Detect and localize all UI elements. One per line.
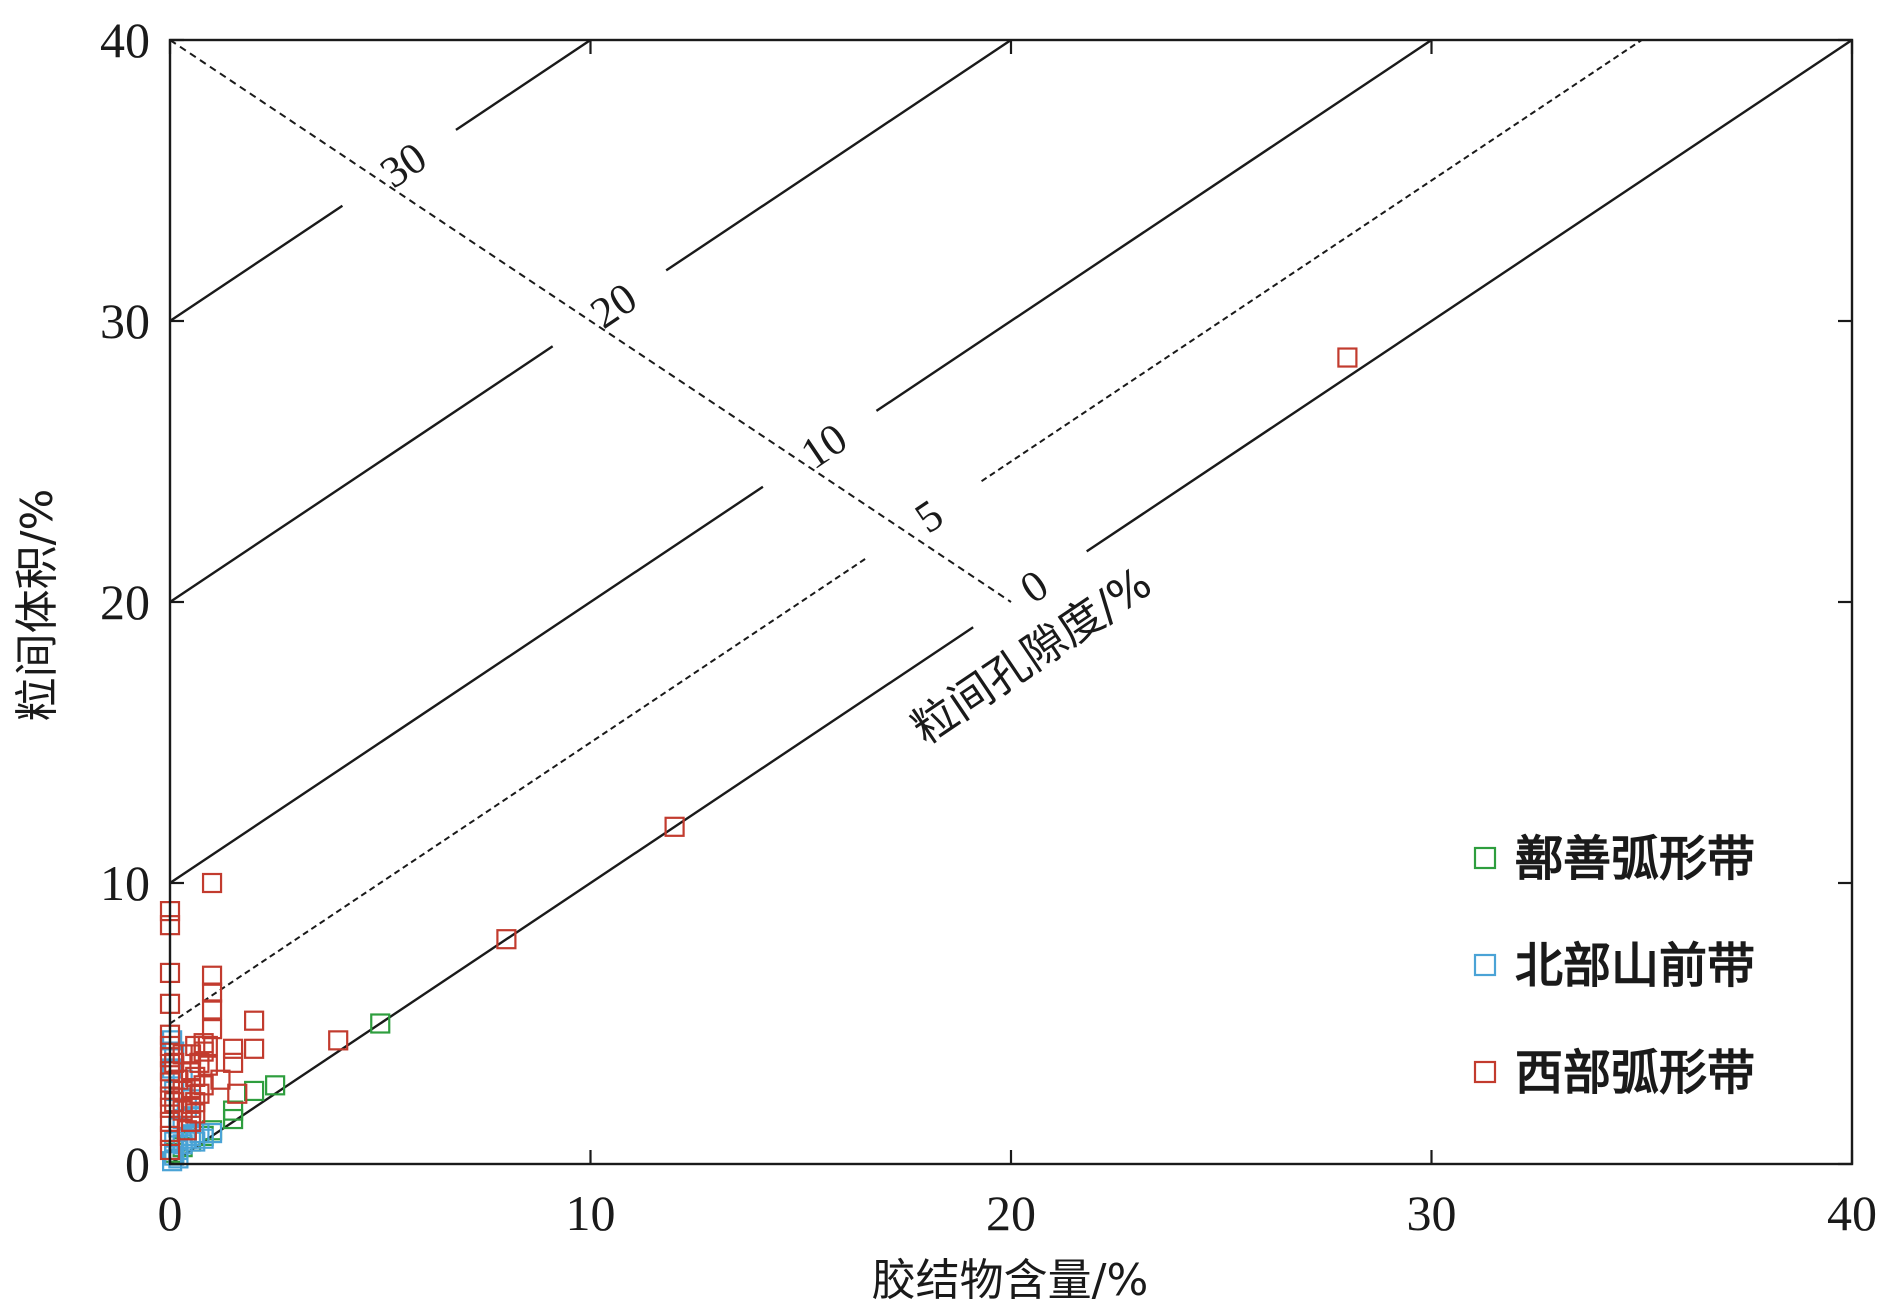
point-2-1	[162, 1151, 183, 1172]
isoline-label-5: 5	[906, 490, 952, 543]
isoline-5-upper	[981, 39, 1643, 483]
point-2-21	[162, 1030, 183, 1051]
x-tick-label-0: 0	[158, 1185, 183, 1241]
isoline-30	[169, 204, 344, 322]
legend-marker-3	[1473, 1060, 1497, 1084]
point-1-1	[370, 1013, 391, 1034]
point-3-11	[201, 872, 223, 894]
point-3-5	[244, 1010, 265, 1031]
x-tick-label-30: 30	[1407, 1185, 1457, 1241]
isoline-20	[169, 345, 554, 603]
isoline-label-0: 0	[1011, 560, 1057, 613]
point-3-8	[222, 1052, 244, 1073]
legend-label-1: 鄯善弧形带	[1515, 831, 1755, 887]
y-tick-label-20: 20	[100, 574, 150, 630]
isoline-5	[169, 556, 869, 1025]
isoline-0-upper	[1086, 39, 1853, 553]
x-axis-label: 胶结物含量/%	[872, 1255, 1149, 1306]
porosity-isolines: 0 5 10 20 30	[169, 39, 1853, 1165]
data-points	[159, 347, 1358, 1172]
isoline-30-upper	[455, 39, 592, 131]
point-3-2	[664, 816, 685, 837]
porosity-scale-diagonal	[169, 39, 1012, 603]
point-3-6	[244, 1038, 265, 1059]
point-3-4	[328, 1030, 349, 1051]
point-3-48	[172, 1080, 193, 1102]
axis-labels: 胶结物含量/% 粒间体积/% 粒间孔隙度/%	[12, 489, 1161, 1306]
point-1-2	[265, 1075, 286, 1096]
point-3-1	[1337, 347, 1358, 368]
point-2-10	[201, 1122, 223, 1144]
y-tick-label-10: 10	[100, 855, 150, 911]
isoline-label-20: 20	[582, 273, 646, 338]
axes: 0 10 20 30 40 0 10 20 30 40	[100, 12, 1877, 1241]
legend-label-3: 西部弧形带	[1515, 1045, 1755, 1101]
isoline-10	[169, 485, 764, 884]
y-tick-label-30: 30	[100, 293, 150, 349]
isoline-label-30: 30	[371, 132, 435, 197]
x-tick-label-20: 20	[986, 1185, 1036, 1241]
point-3-7	[227, 1083, 248, 1104]
legend-marker-2	[1473, 953, 1497, 977]
isoline-label-10: 10	[792, 413, 856, 478]
legend-marker-1	[1473, 846, 1497, 870]
y-tick-label-0: 0	[125, 1136, 150, 1192]
legend-label-2: 北部山前带	[1515, 938, 1755, 994]
point-3-9	[222, 1038, 244, 1059]
point-3-14	[201, 999, 223, 1020]
isoline-20-upper	[665, 39, 1012, 272]
point-3-52	[193, 1033, 214, 1054]
point-3-3	[496, 929, 517, 950]
point-3-50	[172, 1100, 193, 1121]
isoline-10-upper	[875, 39, 1433, 412]
x-tick-label-10: 10	[566, 1185, 616, 1241]
point-3-22	[185, 1066, 206, 1087]
point-1-5	[222, 1108, 244, 1130]
point-3-10	[210, 1069, 231, 1090]
y-axis-label: 粒间体积/%	[12, 489, 63, 722]
y-tick-label-40: 40	[100, 12, 150, 68]
point-3-13	[201, 982, 223, 1003]
isoline-0	[169, 626, 974, 1165]
point-1-3	[244, 1080, 265, 1102]
point-3-12	[201, 965, 223, 986]
x-tick-label-40: 40	[1827, 1185, 1877, 1241]
